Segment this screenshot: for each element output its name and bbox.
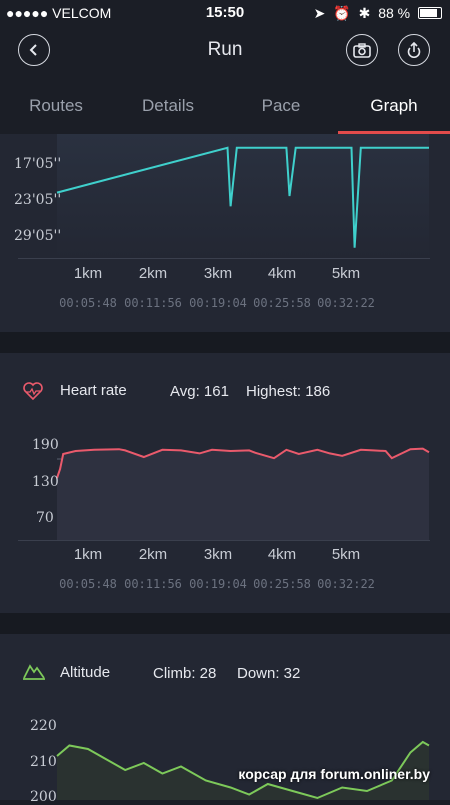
page-title: Run [207, 39, 243, 60]
pace-plot-area [57, 134, 429, 258]
battery-percent: 88 % [378, 5, 411, 21]
heart-rate-chart [56, 447, 430, 540]
heart-rate-avg: Avg: 161 [170, 383, 229, 400]
pace-chart [56, 134, 429, 258]
heart-y-label: 190 [32, 437, 59, 453]
heart-km-label: 5km [331, 546, 361, 563]
heart-time-label: 00:05:48 [59, 577, 117, 591]
pace-y-label: 29'05'' [14, 228, 62, 244]
altitude-chart [56, 740, 430, 800]
heart-time-label: 00:19:04 [189, 577, 247, 591]
tab-pace[interactable]: Pace [261, 96, 301, 115]
pace-time-label: 00:19:04 [189, 296, 247, 310]
share-icon [407, 42, 421, 58]
battery-icon [418, 7, 442, 19]
pace-km-label: 4km [267, 265, 297, 282]
altitude-area [57, 742, 429, 800]
altitude-down: Down: 32 [237, 665, 301, 682]
pace-time-label: 00:25:58 [253, 296, 311, 310]
pace-axis-line [18, 258, 430, 259]
altitude-y-label: 210 [30, 754, 57, 770]
altitude-climb: Climb: 28 [153, 665, 217, 682]
pace-time-label: 00:05:48 [59, 296, 117, 310]
altitude-card: Altitude Climb: 28 Down: 32 220 210 200 [0, 634, 450, 805]
camera-button[interactable] [346, 34, 378, 66]
heart-km-label: 2km [138, 546, 168, 563]
tab-bar: Routes Details Pace Graph [0, 84, 450, 134]
pace-time-label: 00:32:22 [317, 296, 375, 310]
altitude-title: Altitude [60, 664, 111, 681]
section-divider [0, 332, 450, 353]
heart-rate-area [57, 448, 429, 540]
mountain-icon [23, 664, 45, 680]
heart-rate-title: Heart rate [60, 382, 127, 399]
bluetooth-icon: ✱ [358, 5, 371, 21]
nav-bar: Run [0, 28, 450, 74]
heart-km-label: 4km [267, 546, 297, 563]
status-right: ➤ ⏰ ✱ 88 % [310, 5, 442, 22]
section-divider [0, 613, 450, 634]
chevron-left-icon [29, 44, 37, 56]
location-icon: ➤ [313, 5, 326, 21]
heart-y-label: 130 [32, 474, 59, 490]
camera-icon [353, 42, 371, 58]
pace-km-label: 5km [331, 265, 361, 282]
heart-time-label: 00:25:58 [253, 577, 311, 591]
pace-time-label: 00:11:56 [124, 296, 182, 310]
pace-km-label: 2km [138, 265, 168, 282]
back-button[interactable] [18, 34, 50, 66]
heart-rate-card: Heart rate Avg: 161 Highest: 186 190 130… [0, 353, 450, 613]
heart-time-label: 00:11:56 [124, 577, 182, 591]
heart-icon [23, 382, 43, 401]
pace-y-label: 17'05'' [14, 156, 62, 172]
pace-y-label: 23'05'' [14, 192, 62, 208]
altitude-y-label: 220 [30, 718, 57, 734]
clock-time: 15:50 [205, 4, 245, 21]
tab-graph[interactable]: Graph [338, 84, 450, 134]
altitude-y-label: 200 [30, 789, 57, 805]
altitude-series-line [56, 740, 430, 800]
heart-axis-line [18, 540, 430, 541]
alarm-icon: ⏰ [333, 5, 351, 21]
pace-card: 17'05'' 23'05'' 29'05'' 1km 2km 3km 4km … [0, 134, 450, 332]
watermark: корсар для forum.onliner.by [238, 766, 430, 782]
pace-series-line [56, 146, 429, 248]
tab-routes[interactable]: Routes [29, 96, 83, 115]
pace-km-label: 3km [203, 265, 233, 282]
heart-rate-highest: Highest: 186 [246, 383, 331, 400]
heart-km-label: 1km [73, 546, 103, 563]
carrier-label: ●●●●● VELCOM [6, 5, 112, 21]
tab-details[interactable]: Details [142, 96, 194, 115]
pace-km-label: 1km [73, 265, 103, 282]
heart-y-label: 70 [36, 510, 54, 526]
heart-km-label: 3km [203, 546, 233, 563]
heart-rate-series-line [56, 447, 430, 479]
status-bar: ●●●●● VELCOM 15:50 ➤ ⏰ ✱ 88 % [0, 0, 450, 26]
share-button[interactable] [398, 34, 430, 66]
heart-time-label: 00:32:22 [317, 577, 375, 591]
